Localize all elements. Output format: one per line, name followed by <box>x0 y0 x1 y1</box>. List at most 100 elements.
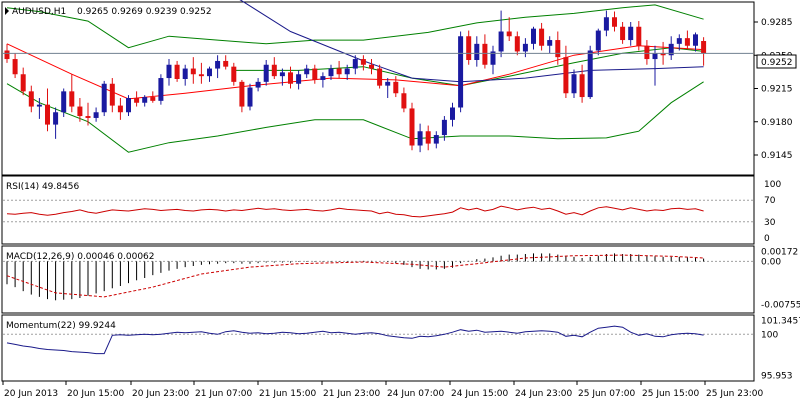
rsi-indicator: 100 70 30 0 <box>3 180 781 244</box>
price-tick-label: 0.9285 <box>761 18 793 28</box>
candle-body <box>101 83 107 113</box>
candle-body <box>85 116 91 118</box>
svg-text:0.9252: 0.9252 <box>761 58 793 68</box>
candle-body <box>296 74 302 84</box>
momentum-pane[interactable] <box>1 314 755 382</box>
candle-body <box>142 97 148 103</box>
candle-body <box>571 74 577 94</box>
symbol-label: AUDUSD,H1 <box>12 7 66 17</box>
rsi-pane[interactable] <box>1 175 755 245</box>
time-tick-label: 21 Jun 23:00 <box>323 389 380 399</box>
momentum-line <box>6 325 704 355</box>
candle-body <box>223 60 229 67</box>
macd-tick-label: 0.00172 <box>761 248 798 258</box>
price-tick-label: 0.9145 <box>761 151 793 161</box>
candle-body <box>328 68 334 77</box>
ohlc-values: 0.9265 0.9269 0.9239 0.9252 <box>77 7 212 17</box>
candle-body <box>150 97 156 101</box>
candle-body <box>207 68 212 77</box>
candle-body <box>271 64 277 77</box>
candle-body <box>336 68 342 75</box>
candle-body <box>425 131 431 144</box>
candles <box>4 10 707 153</box>
candle-body <box>441 119 447 136</box>
time-tick-label: 25 Jun 23:00 <box>706 389 763 399</box>
candle-body <box>409 108 415 146</box>
candle-body <box>190 68 196 75</box>
candle-body <box>555 40 561 58</box>
time-tick-label: 21 Jun 15:00 <box>259 389 316 399</box>
time-tick-label: 24 Jun 15:00 <box>451 389 508 399</box>
macd-tick-label: 0.00 <box>761 257 781 267</box>
candle-body <box>587 50 593 98</box>
candle-body <box>482 43 488 65</box>
candle-body <box>263 64 269 82</box>
candle-body <box>166 64 172 79</box>
candle-body <box>417 131 423 146</box>
candle-body <box>668 43 674 56</box>
candle-body <box>450 107 455 120</box>
momentum-indicator: 101.3457 100 95.953 <box>3 317 800 381</box>
rsi-tick-label: 70 <box>764 196 776 206</box>
candle-body <box>352 59 358 69</box>
series-green-lower <box>6 81 704 153</box>
time-tick-label: 25 Jun 07:00 <box>578 389 635 399</box>
candle-body <box>53 112 59 125</box>
current-price-tag: 0.9252 <box>756 54 797 69</box>
collapse-arrow-icon <box>5 7 9 15</box>
candle-body <box>109 83 115 106</box>
price-tick-label: 0.9180 <box>761 118 793 128</box>
candle-body <box>563 57 569 94</box>
candle-body <box>117 105 123 113</box>
candle-body <box>466 36 472 60</box>
time-tick-label: 24 Jun 23:00 <box>515 389 572 399</box>
macd-pane[interactable] <box>1 245 755 314</box>
candle-body <box>701 41 707 54</box>
macd-tick-label: -0.00755 <box>761 301 800 311</box>
candle-body <box>312 68 318 80</box>
candle-body <box>45 104 50 125</box>
candle-body <box>28 91 34 107</box>
rsi-label: RSI(14) 49.8456 <box>6 182 79 192</box>
candle-body <box>279 72 285 77</box>
candle-body <box>579 74 585 98</box>
time-tick-label: 24 Jun 07:00 <box>387 389 444 399</box>
candle-body <box>247 87 253 107</box>
momentum-tick-label: 95.953 <box>761 371 793 381</box>
candle-body <box>595 30 601 51</box>
time-tick-label: 20 Jun 15:00 <box>67 389 124 399</box>
candle-body <box>344 68 350 75</box>
candle-body <box>182 68 188 79</box>
candle-body <box>547 40 553 46</box>
candle-body <box>134 98 140 103</box>
candle-body <box>158 78 164 101</box>
candle-body <box>77 106 83 117</box>
momentum-label: Momentum(22) 99.9244 <box>6 321 116 331</box>
candle-body <box>676 38 682 44</box>
candle-body <box>393 81 399 94</box>
candle-body <box>660 53 666 56</box>
candle-body <box>126 98 131 113</box>
candle-body <box>490 51 496 65</box>
candle-body <box>636 26 642 46</box>
candle-body <box>401 93 407 109</box>
candle-body <box>506 31 512 37</box>
price-tick-label: 0.9215 <box>761 85 793 95</box>
candle-body <box>652 53 658 60</box>
candle-body <box>304 68 310 75</box>
time-tick-label: 20 Jun 23:00 <box>132 389 189 399</box>
candle-body <box>433 135 439 144</box>
candle-body <box>239 81 245 107</box>
time-tick-label: 25 Jun 15:00 <box>642 389 699 399</box>
candle-body <box>514 36 520 52</box>
candle-body <box>36 104 42 107</box>
candle-body <box>288 72 293 84</box>
candle-body <box>474 43 480 60</box>
candle-body <box>531 28 536 44</box>
candle-body <box>61 91 67 113</box>
candle-body <box>522 43 528 52</box>
macd-signal-line <box>6 254 704 298</box>
candle-body <box>498 31 504 52</box>
